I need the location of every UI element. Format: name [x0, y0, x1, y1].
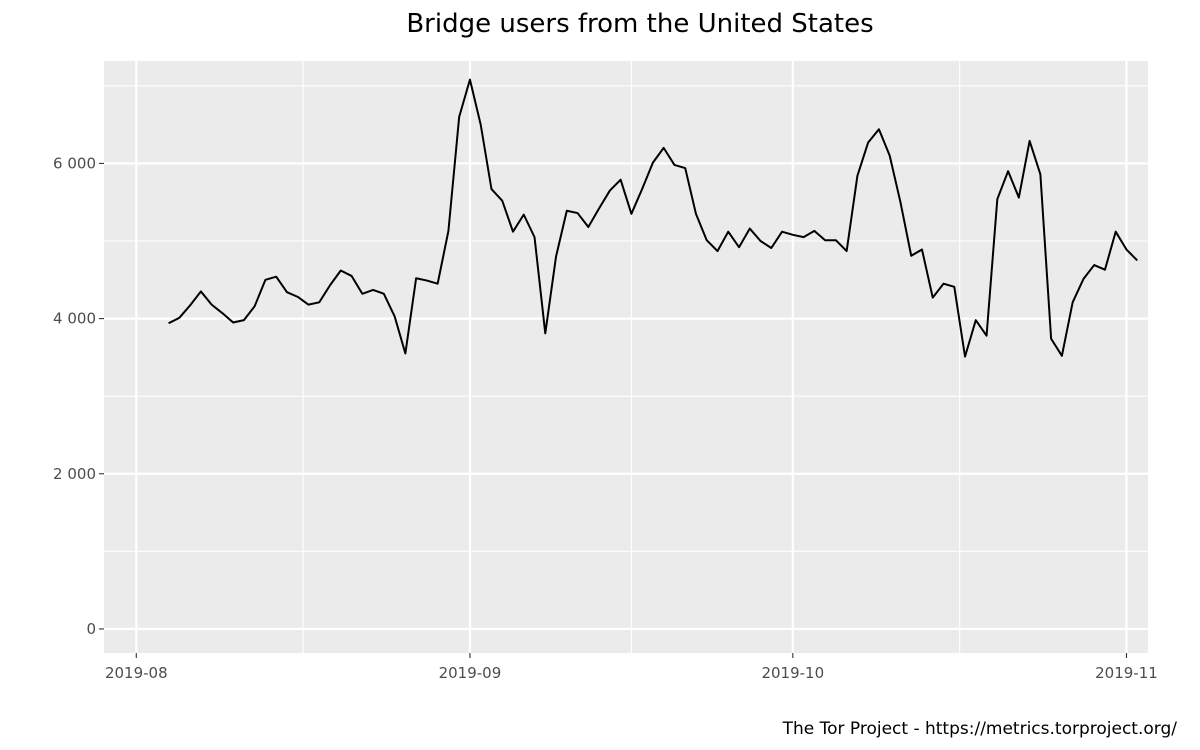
- series-layer: [168, 78, 1138, 358]
- x-tick-label: 2019-11: [1095, 664, 1158, 682]
- x-axis: 2019-08 2019-09 2019-10 2019-11: [105, 653, 1158, 682]
- x-tick-label: 2019-09: [439, 664, 502, 682]
- minor-gridlines: [104, 61, 1148, 653]
- source-caption: The Tor Project - https://metrics.torpro…: [782, 719, 1178, 739]
- x-tick-label: 2019-10: [761, 664, 824, 682]
- chart-title: Bridge users from the United States: [406, 9, 873, 39]
- y-tick-label: 4 000: [53, 310, 96, 328]
- x-tick-label: 2019-08: [105, 664, 168, 682]
- y-tick-label: 0: [86, 620, 96, 638]
- y-tick-label: 2 000: [53, 465, 96, 483]
- series-line-1: [168, 78, 1138, 358]
- y-axis: 0 2 000 4 000 6 000: [53, 154, 104, 638]
- plot-background: [104, 61, 1148, 653]
- major-gridlines: [104, 61, 1148, 653]
- y-tick-label: 6 000: [53, 154, 96, 172]
